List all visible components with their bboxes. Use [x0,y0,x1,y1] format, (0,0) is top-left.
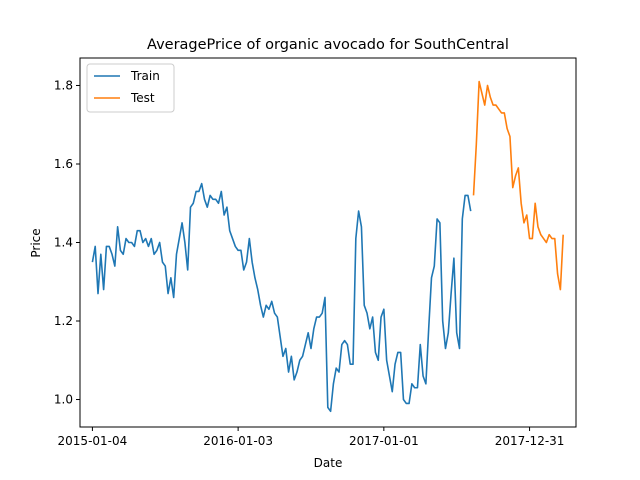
y-axis-title: Price [29,228,43,257]
y-tick-label: 1.2 [54,314,73,328]
legend-label-test: Test [130,91,155,105]
y-tick-label: 1.6 [54,157,73,171]
x-tick-label: 2017-01-01 [349,434,419,448]
y-tick-label: 1.4 [54,236,73,250]
chart-title: AveragePrice of organic avocado for Sout… [147,37,509,53]
y-tick-label: 1.8 [54,78,73,92]
y-tick-label: 1.0 [54,393,73,407]
x-tick-label: 2015-01-04 [58,434,128,448]
series-line-test [472,80,564,291]
legend-label-train: Train [130,69,160,83]
x-axis-title: Date [314,456,343,470]
series-test [472,80,564,291]
legend: Train Test [86,63,175,113]
series-train [91,182,472,413]
series-line-train [91,182,472,413]
x-tick-label: 2017-12-31 [495,434,565,448]
x-tick-label: 2016-01-03 [203,434,273,448]
